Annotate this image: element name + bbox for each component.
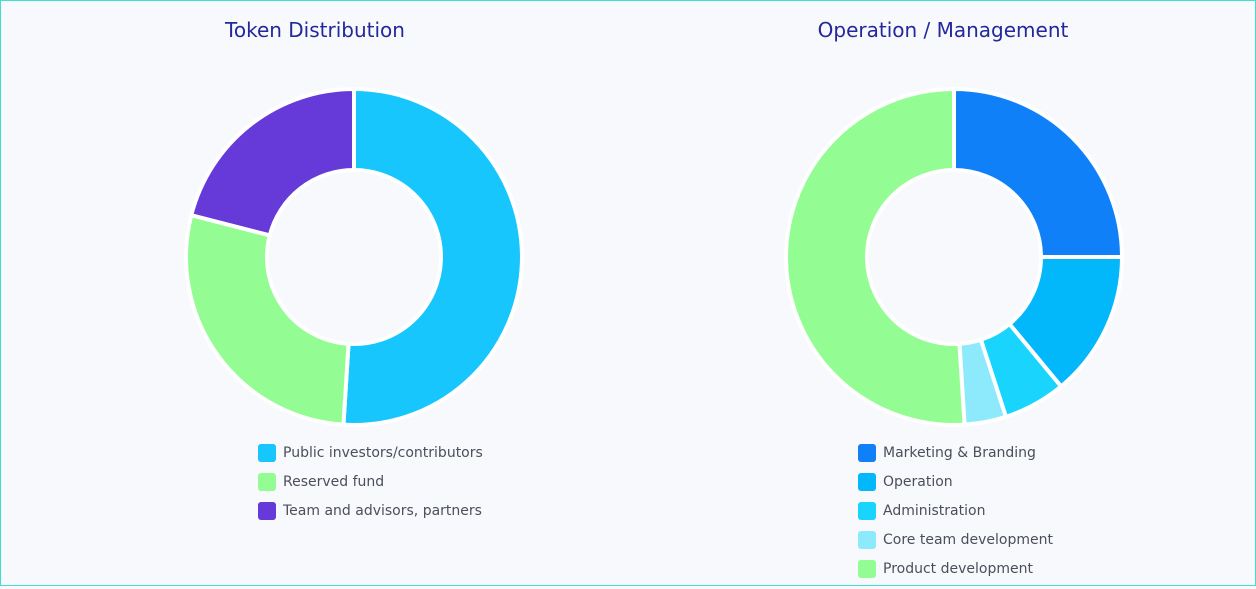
- chart-title: Token Distribution: [225, 18, 405, 42]
- slice-public-investors-contributors[interactable]: [341, 87, 524, 427]
- legend-label: Operation: [883, 474, 953, 490]
- legend-swatch: [858, 473, 876, 491]
- slice-reserved-fund[interactable]: [184, 213, 351, 427]
- chart-title: Operation / Management: [817, 18, 1069, 42]
- legend-item-administration[interactable]: Administration: [858, 502, 1053, 531]
- slice-team-and-advisors-partners[interactable]: [189, 87, 356, 238]
- legend-swatch: [858, 444, 876, 462]
- legend-label: Team and advisors, partners: [283, 503, 482, 519]
- legend-swatch: [258, 473, 276, 491]
- slice-product-development[interactable]: [784, 87, 967, 427]
- chart-legend: Marketing & Branding Operation Administrat…: [858, 444, 1053, 589]
- legend-swatch: [858, 531, 876, 549]
- legend-label: Product development: [883, 561, 1033, 577]
- token-distribution-panel: Token Distribution Public investors/cont…: [1, 1, 629, 585]
- legend-swatch: [858, 502, 876, 520]
- operation-management-donut: [784, 87, 1124, 427]
- operation-management-panel: Operation / Management Marketing & Brand…: [629, 1, 1256, 585]
- legend-label: Reserved fund: [283, 474, 385, 490]
- legend-item-operation[interactable]: Operation: [858, 473, 1053, 502]
- legend-label: Marketing & Branding: [883, 445, 1036, 461]
- legend-swatch: [858, 560, 876, 578]
- legend-item-marketing-and-branding[interactable]: Marketing & Branding: [858, 444, 1053, 473]
- legend-label: Core team development: [883, 532, 1053, 548]
- legend-item-product-development[interactable]: Product development: [858, 560, 1053, 589]
- slice-marketing-and-branding[interactable]: [952, 87, 1124, 259]
- legend-swatch: [258, 502, 276, 520]
- legend-item-core-team-development[interactable]: Core team development: [858, 531, 1053, 560]
- chart-legend: Public investors/contributors Reserved fu…: [258, 444, 483, 531]
- legend-item-team-and-advisors-partners[interactable]: Team and advisors, partners: [258, 502, 483, 531]
- legend-label: Administration: [883, 503, 986, 519]
- legend-item-public-investors-contributors[interactable]: Public investors/contributors: [258, 444, 483, 473]
- legend-swatch: [258, 444, 276, 462]
- token-distribution-donut: [184, 87, 524, 427]
- legend-label: Public investors/contributors: [283, 445, 483, 461]
- legend-item-reserved-fund[interactable]: Reserved fund: [258, 473, 483, 502]
